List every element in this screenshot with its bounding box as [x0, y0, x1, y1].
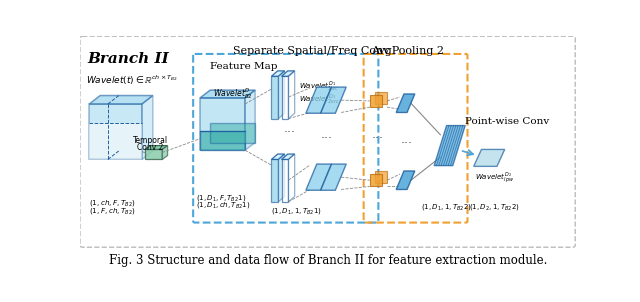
Text: $(1, D_2, 1, T_{B2}2)$: $(1, D_2, 1, T_{B2}2)$	[469, 202, 520, 212]
Polygon shape	[90, 104, 142, 159]
Text: $\mathit{Wavelet}_{1wc}^{D_1}$: $\mathit{Wavelet}_{1wc}^{D_1}$	[300, 79, 340, 93]
Polygon shape	[271, 154, 285, 159]
Text: $(1, D_1, 1, T_{B2}2)$: $(1, D_1, 1, T_{B2}2)$	[421, 202, 472, 212]
Text: ...: ...	[401, 133, 413, 146]
Polygon shape	[200, 131, 245, 150]
Polygon shape	[200, 98, 245, 150]
Polygon shape	[282, 159, 289, 202]
Text: ...: ...	[372, 128, 383, 141]
Polygon shape	[271, 159, 278, 202]
Polygon shape	[434, 126, 465, 165]
Polygon shape	[210, 123, 255, 143]
Polygon shape	[321, 164, 346, 190]
Polygon shape	[396, 94, 415, 112]
Polygon shape	[374, 92, 387, 104]
Text: Temporal: Temporal	[132, 136, 168, 145]
FancyBboxPatch shape	[80, 36, 575, 247]
Text: Feature Map: Feature Map	[210, 62, 278, 71]
Text: $(1, D_1, F, T_{B2}1)$: $(1, D_1, F, T_{B2}1)$	[196, 193, 246, 203]
Text: ...: ...	[321, 128, 332, 141]
Polygon shape	[271, 76, 278, 119]
Text: Branch II: Branch II	[88, 52, 170, 66]
Polygon shape	[282, 76, 289, 119]
Text: Conv 2: Conv 2	[138, 143, 164, 152]
Text: $(1, ch, F, T_{B2})$: $(1, ch, F, T_{B2})$	[90, 198, 136, 208]
Text: Separate Spatial/Freq Conv: Separate Spatial/Freq Conv	[234, 46, 390, 56]
Polygon shape	[282, 71, 294, 76]
Polygon shape	[306, 164, 332, 190]
Polygon shape	[306, 87, 332, 113]
Text: $\mathit{Wavelet}_{B2}^{D}$: $\mathit{Wavelet}_{B2}^{D}$	[213, 86, 253, 101]
Polygon shape	[90, 95, 153, 104]
Polygon shape	[278, 71, 285, 119]
Text: $(1, D_{1}, 1, T_{B2}1)$: $(1, D_{1}, 1, T_{B2}1)$	[271, 206, 322, 216]
Polygon shape	[370, 174, 382, 186]
Text: ...: ...	[284, 122, 295, 135]
Polygon shape	[396, 171, 415, 189]
Polygon shape	[142, 95, 153, 159]
Text: $\mathit{Wavelet}_{lpw}^{D_2}$: $\mathit{Wavelet}_{lpw}^{D_2}$	[476, 171, 515, 186]
Polygon shape	[474, 149, 505, 166]
Polygon shape	[321, 87, 346, 113]
Text: AvgPooling 2: AvgPooling 2	[371, 46, 444, 56]
Polygon shape	[289, 71, 294, 119]
Polygon shape	[374, 171, 387, 183]
Text: $(1, F, ch, T_{B2})$: $(1, F, ch, T_{B2})$	[90, 206, 136, 217]
Polygon shape	[162, 146, 168, 159]
Text: Fig. 3 Structure and data flow of Branch II for feature extraction module.: Fig. 3 Structure and data flow of Branch…	[109, 254, 547, 267]
Polygon shape	[278, 154, 285, 202]
Polygon shape	[90, 123, 142, 159]
Text: $(1, D_1, ch, T_{B2}1)$: $(1, D_1, ch, T_{B2}1)$	[196, 200, 251, 210]
Polygon shape	[289, 154, 294, 202]
Polygon shape	[145, 146, 168, 149]
Polygon shape	[145, 149, 162, 159]
Polygon shape	[200, 90, 255, 98]
Text: Point-wise Conv: Point-wise Conv	[465, 117, 549, 126]
Polygon shape	[271, 71, 285, 76]
Polygon shape	[245, 90, 255, 150]
Polygon shape	[370, 95, 382, 107]
Polygon shape	[282, 154, 294, 159]
Text: $\mathit{Wavelet}_{2src}^{D_1}$: $\mathit{Wavelet}_{2src}^{D_1}$	[300, 92, 340, 106]
Text: $\mathbf{\mathit{Wavelet}}(t) \in \mathbb{R}^{ch \times T_{B2}}$: $\mathbf{\mathit{Wavelet}}(t) \in \mathb…	[86, 73, 178, 87]
